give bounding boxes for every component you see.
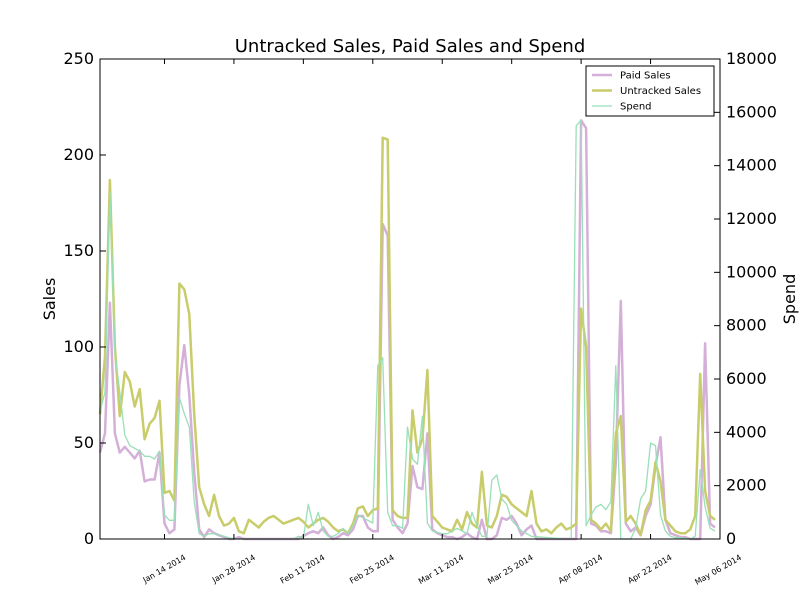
left-axis: 0 50 100 150 200 250 — [63, 49, 106, 548]
y-tick-label: 0 — [84, 529, 94, 548]
y2-tick-label: 16000 — [726, 102, 777, 121]
y-tick-label: 50 — [74, 433, 94, 452]
legend-label: Paid Sales — [620, 71, 671, 82]
y2-tick-label: 8000 — [726, 316, 767, 335]
series-line-untracked-sales — [98, 136, 716, 537]
y-axis-label: Sales — [40, 278, 59, 321]
y2-tick-label: 2000 — [726, 476, 767, 495]
right-axis: 0 2000 4000 6000 8000 10000 12000 14000 16000 180… — [714, 49, 777, 548]
y2-tick-label: 6000 — [726, 369, 767, 388]
plot-frame — [99, 58, 721, 540]
y2-tick-label: 18000 — [726, 49, 777, 68]
y2-tick-label: 10000 — [726, 262, 777, 281]
y2-tick-label: 0 — [726, 529, 736, 548]
legend: Paid Sales Untracked Sales Spend — [585, 65, 715, 117]
y-tick-label: 250 — [63, 49, 94, 68]
chart-title: Untracked Sales, Paid Sales and Spend — [235, 36, 586, 57]
y-tick-label: 100 — [63, 337, 94, 356]
y2-tick-label: 12000 — [726, 209, 777, 228]
legend-label: Spend — [620, 102, 652, 113]
y2-tick-label: 4000 — [726, 422, 767, 441]
y2-axis-label: Spend — [780, 274, 799, 324]
y-tick-label: 150 — [63, 241, 94, 260]
series-line-paid-sales — [98, 119, 716, 541]
y2-tick-label: 14000 — [726, 156, 777, 175]
y-tick-label: 200 — [63, 145, 94, 164]
legend-label: Untracked Sales — [620, 86, 701, 97]
